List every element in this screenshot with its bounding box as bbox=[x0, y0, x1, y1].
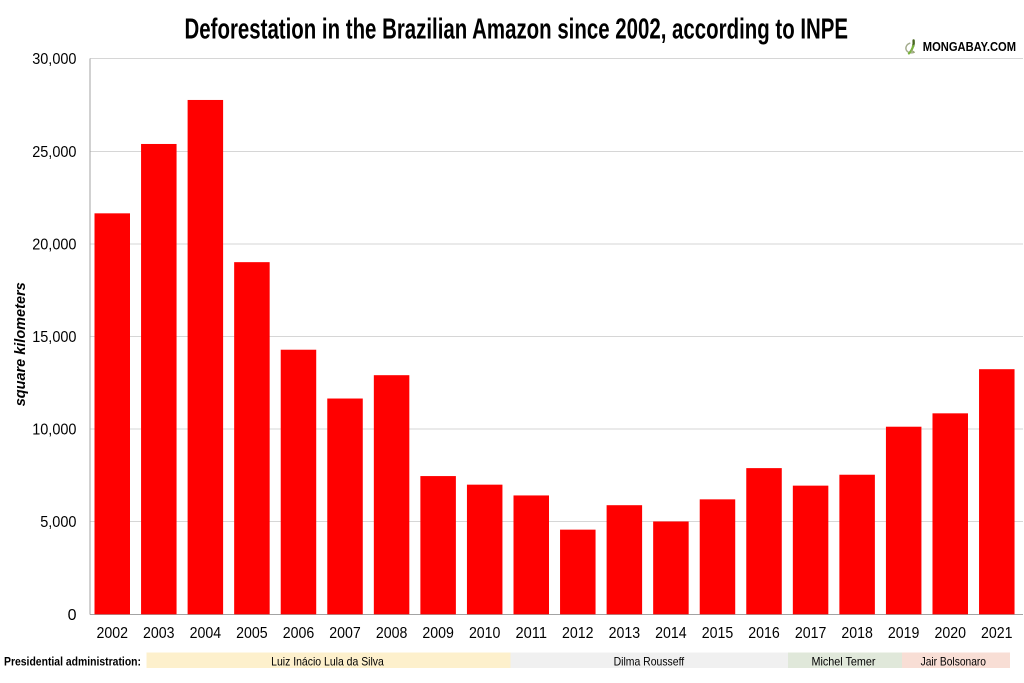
svg-text:2011: 2011 bbox=[516, 625, 548, 642]
svg-text:2007: 2007 bbox=[329, 625, 361, 642]
svg-text:2021: 2021 bbox=[981, 625, 1013, 642]
svg-text:Presidential administration:: Presidential administration: bbox=[4, 654, 141, 668]
svg-text:10,000: 10,000 bbox=[32, 422, 76, 439]
svg-text:2014: 2014 bbox=[655, 625, 687, 642]
svg-text:25,000: 25,000 bbox=[32, 144, 76, 161]
svg-text:20,000: 20,000 bbox=[32, 236, 76, 253]
svg-text:2008: 2008 bbox=[376, 625, 408, 642]
svg-text:Michel Temer: Michel Temer bbox=[812, 655, 876, 668]
svg-text:2019: 2019 bbox=[888, 625, 920, 642]
svg-text:15,000: 15,000 bbox=[32, 329, 76, 346]
svg-text:2017: 2017 bbox=[795, 625, 827, 642]
svg-text:2010: 2010 bbox=[469, 625, 501, 642]
svg-text:2002: 2002 bbox=[97, 625, 129, 642]
svg-text:2003: 2003 bbox=[143, 625, 175, 642]
svg-text:2013: 2013 bbox=[609, 625, 641, 642]
svg-text:2012: 2012 bbox=[562, 625, 594, 642]
svg-text:2005: 2005 bbox=[236, 625, 268, 642]
svg-text:2020: 2020 bbox=[934, 625, 966, 642]
svg-text:Jair Bolsonaro: Jair Bolsonaro bbox=[921, 655, 987, 668]
svg-text:MONGABAY.COM: MONGABAY.COM bbox=[923, 39, 1016, 54]
svg-text:2009: 2009 bbox=[422, 625, 454, 642]
svg-text:5,000: 5,000 bbox=[40, 514, 76, 531]
svg-text:Deforestation in the Brazilian: Deforestation in the Brazilian Amazon si… bbox=[185, 13, 849, 45]
svg-text:Dilma Rousseff: Dilma Rousseff bbox=[614, 655, 685, 668]
svg-text:30,000: 30,000 bbox=[32, 51, 76, 68]
svg-text:2016: 2016 bbox=[748, 625, 780, 642]
svg-text:0: 0 bbox=[68, 607, 77, 624]
svg-text:2006: 2006 bbox=[283, 625, 315, 642]
svg-text:square kilometers: square kilometers bbox=[13, 282, 29, 406]
svg-text:2015: 2015 bbox=[702, 625, 734, 642]
svg-text:2018: 2018 bbox=[841, 625, 873, 642]
svg-text:Luiz Inácio Lula da Silva: Luiz Inácio Lula da Silva bbox=[271, 655, 384, 668]
svg-text:2004: 2004 bbox=[190, 625, 222, 642]
